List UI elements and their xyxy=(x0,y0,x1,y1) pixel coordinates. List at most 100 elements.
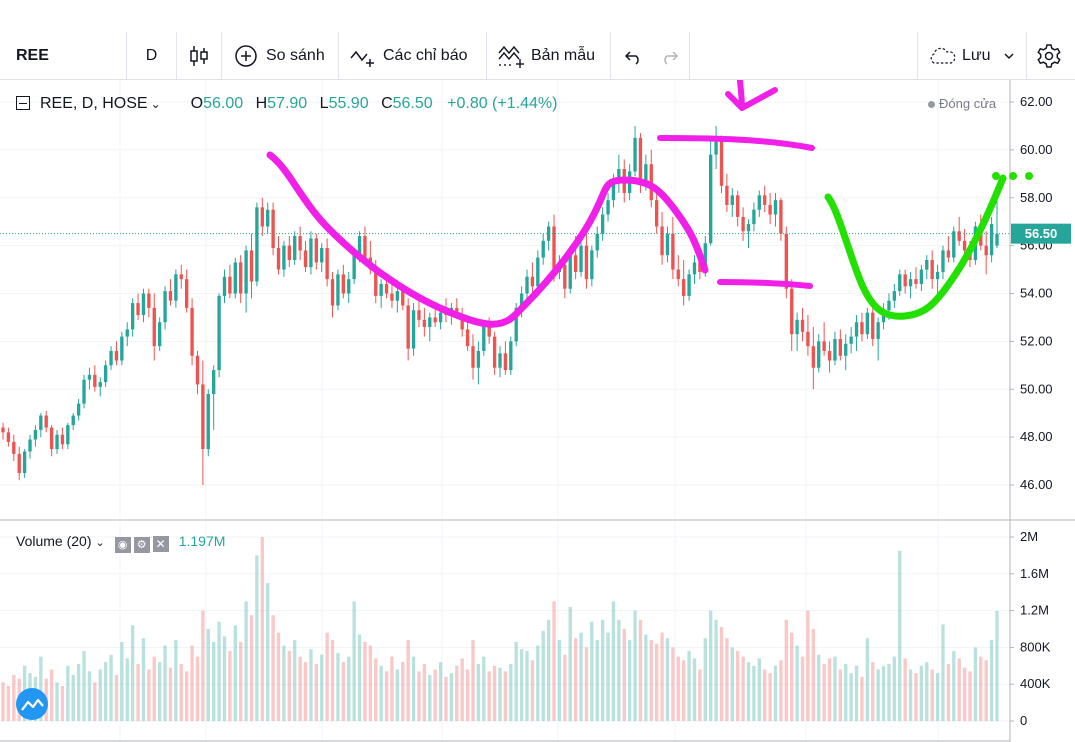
gear-small-icon[interactable]: ⚙ xyxy=(133,537,150,553)
candle-body xyxy=(330,279,335,306)
main-legend: REE, D, HOSE ⌄ O56.00 H57.90 L55.90 C56.50… xyxy=(16,94,557,113)
green-dots-annotation xyxy=(992,172,1033,180)
candle-body xyxy=(876,322,880,339)
volume-bar xyxy=(114,675,119,721)
interval-button[interactable]: D xyxy=(127,32,177,79)
volume-bar xyxy=(606,632,610,721)
redo-button[interactable] xyxy=(648,32,690,79)
candle-body xyxy=(206,394,210,450)
volume-bar xyxy=(952,651,956,721)
volume-bar xyxy=(390,656,394,721)
candle-body xyxy=(82,379,86,404)
candle-body xyxy=(293,236,297,260)
settings-button[interactable] xyxy=(1027,32,1071,79)
volume-title[interactable]: Volume (20) xyxy=(16,533,92,549)
candle-body xyxy=(60,434,65,445)
candle-body xyxy=(838,338,843,356)
volume-bar xyxy=(314,663,319,721)
candle-body xyxy=(644,164,648,184)
candle-body xyxy=(530,276,535,287)
volume-bar xyxy=(773,665,778,721)
volume-bar xyxy=(147,669,151,721)
price-tick-label: 48.00 xyxy=(1020,429,1053,444)
volume-bar xyxy=(779,660,783,721)
volume-bar xyxy=(957,658,961,721)
volume-scale[interactable]: 2M 1.6M 1.2M 800K 400K 0 xyxy=(1010,529,1051,728)
save-button[interactable]: Lưu xyxy=(917,32,1027,79)
templates-button[interactable]: Bản mẫu xyxy=(487,32,611,79)
candle-body xyxy=(465,329,470,347)
undo-button[interactable] xyxy=(620,32,648,79)
candle-body xyxy=(941,250,945,272)
volume-bar xyxy=(595,640,599,721)
volume-bar xyxy=(428,675,432,721)
volume-bar xyxy=(93,682,97,721)
volume-bar xyxy=(347,656,351,721)
candlestick-icon xyxy=(190,45,208,66)
open-value: 56.00 xyxy=(203,95,244,112)
candle-body xyxy=(887,300,891,311)
candle-body xyxy=(536,257,540,287)
volume-bar xyxy=(714,619,718,721)
eye-icon[interactable]: ◉ xyxy=(114,537,131,553)
candle-body xyxy=(98,382,102,387)
price-tick-label: 46.00 xyxy=(1020,477,1053,492)
volume-bar xyxy=(487,671,491,721)
candle-body xyxy=(925,259,929,270)
volume-bar xyxy=(519,649,524,721)
volume-bar xyxy=(617,619,621,721)
volume-chevron-icon[interactable]: ⌄ xyxy=(95,537,105,549)
candle-body xyxy=(584,245,589,280)
candle-body xyxy=(914,279,918,284)
indicators-button[interactable]: Các chỉ báo xyxy=(339,32,487,79)
volume-bar xyxy=(444,676,448,721)
volume-bar xyxy=(844,663,848,721)
volume-bar xyxy=(233,625,237,721)
volume-bar xyxy=(914,673,918,721)
volume-bar xyxy=(201,610,205,721)
candle-body xyxy=(784,233,788,289)
price-tick-label: 62.00 xyxy=(1020,94,1053,109)
candle-body xyxy=(498,353,502,368)
price-tick-label: 54.00 xyxy=(1020,286,1053,301)
volume-bar xyxy=(806,610,810,721)
candle-body xyxy=(676,269,680,280)
candle-body xyxy=(552,226,556,272)
volume-bar xyxy=(989,640,994,721)
chart-area[interactable]: 62.00 60.00 58.00 56.00 54.00 52.00 50.00 48.00… xyxy=(0,7,1075,742)
symbol-search[interactable]: REE xyxy=(0,32,127,79)
compare-button[interactable]: So sánh xyxy=(222,32,339,79)
volume-bar xyxy=(854,665,859,721)
price-scale[interactable]: 62.0060.0058.0056.0054.0052.0050.0048.00… xyxy=(1010,94,1053,492)
volume-bar xyxy=(503,671,508,721)
candle-body xyxy=(606,200,610,215)
magenta-arrow-annotation xyxy=(722,7,778,111)
chart-style-button[interactable] xyxy=(177,32,222,79)
save-label: Lưu xyxy=(962,46,991,64)
legend-chevron-icon[interactable]: ⌄ xyxy=(150,97,161,111)
candle-body xyxy=(228,276,232,294)
volume-bar xyxy=(784,619,788,721)
templates-label: Bản mẫu xyxy=(531,46,596,64)
chart-canvas[interactable]: 62.00 60.00 58.00 56.00 54.00 52.00 50.00 48.00… xyxy=(0,7,1075,742)
candle-body xyxy=(590,250,594,280)
gear-icon xyxy=(1037,43,1061,68)
tradingview-logo-icon[interactable] xyxy=(16,688,48,720)
candle-body xyxy=(163,291,167,323)
candle-body xyxy=(44,415,48,428)
volume-bar xyxy=(752,665,756,721)
candle-body xyxy=(12,441,16,454)
candle-body xyxy=(898,274,902,292)
close-icon[interactable]: ✕ xyxy=(152,536,169,552)
volume-bar xyxy=(212,641,216,721)
volume-bar xyxy=(903,658,907,721)
candle-body xyxy=(125,329,129,337)
legend-title[interactable]: REE, D, HOSE xyxy=(40,95,148,112)
volume-tick-label: 1.2M xyxy=(1020,603,1049,618)
candle-body xyxy=(692,262,697,275)
volume-bar xyxy=(962,667,967,721)
candle-body xyxy=(757,195,761,210)
volume-bar xyxy=(460,658,464,721)
volume-bar xyxy=(222,636,227,721)
collapse-icon[interactable] xyxy=(16,96,30,110)
